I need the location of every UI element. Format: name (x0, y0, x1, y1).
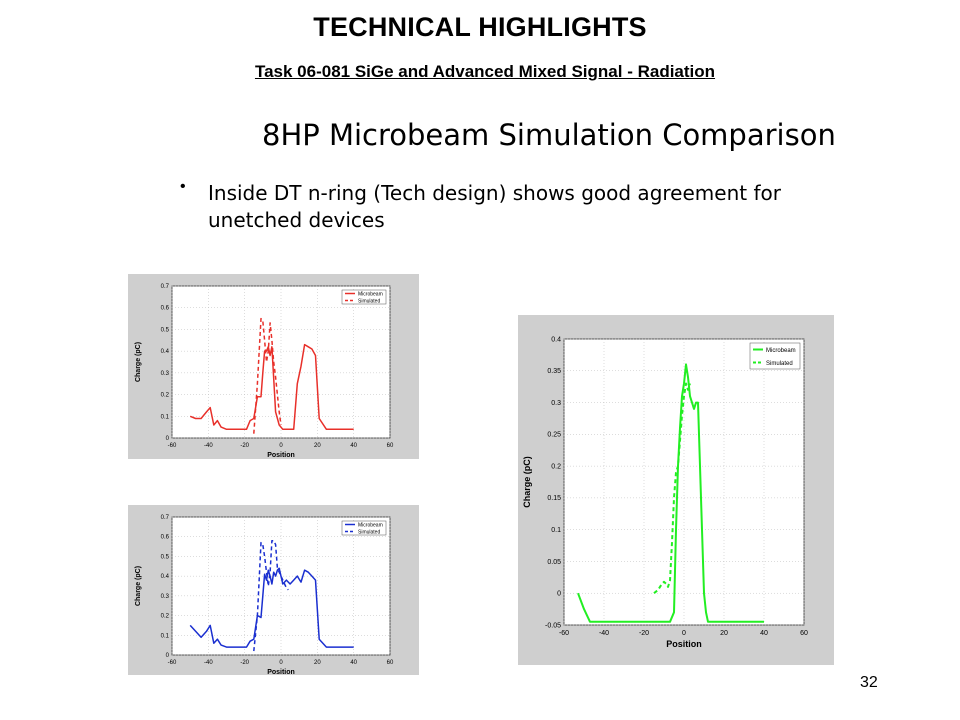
y-tick-label: 0.6 (161, 306, 170, 312)
x-tick-label: 60 (800, 630, 808, 637)
x-axis-label: Position (267, 452, 295, 459)
x-tick-label: 20 (314, 443, 321, 449)
x-tick-label: 0 (279, 660, 283, 666)
y-tick-label: 0.15 (547, 495, 561, 502)
x-tick-label: -60 (559, 630, 569, 637)
x-tick-label: 60 (387, 660, 394, 666)
y-tick-label: 0.3 (161, 594, 170, 600)
y-tick-label: 0.4 (161, 574, 170, 580)
y-tick-label: 0.2 (551, 463, 561, 470)
legend-label: Simulated (358, 299, 380, 305)
x-tick-label: -20 (240, 443, 249, 449)
y-axis-label: Charge (pC) (522, 456, 532, 508)
x-tick-label: -40 (204, 660, 213, 666)
x-tick-label: -20 (240, 660, 249, 666)
y-tick-label: 0 (166, 653, 170, 659)
x-tick-label: 20 (314, 660, 321, 666)
legend-label: Microbeam (358, 292, 383, 298)
x-axis-label: Position (666, 639, 702, 649)
legend-label: Microbeam (766, 348, 796, 354)
y-tick-label: 0.4 (161, 349, 170, 355)
chart-blue-microbeam: -60 -40 -20 0 20 40 60 0 0.1 0.2 0.3 0.4 0.5 0.6 0.7 Po… (135, 515, 394, 676)
bullet-text: Inside DT n-ring (Tech design) shows goo… (208, 181, 781, 232)
series-line-microbeam (577, 363, 764, 623)
legend-label: Simulated (766, 361, 793, 367)
x-axis-label: Position (267, 669, 295, 675)
x-tick-label: 40 (760, 630, 768, 637)
y-tick-label: 0.3 (161, 371, 170, 377)
legend-box (749, 342, 801, 370)
y-tick-label: 0.4 (551, 336, 561, 343)
legend-label: Microbeam (358, 523, 383, 529)
x-tick-label: 20 (720, 630, 728, 637)
series-line-simulated (253, 317, 282, 434)
y-tick-label: -0.05 (545, 622, 561, 629)
y-tick-label: 0.1 (551, 527, 561, 534)
header-title: TECHNICAL HIGHLIGHTS (313, 12, 647, 42)
y-tick-label: 0.1 (161, 414, 170, 420)
y-tick-label: 0.7 (161, 284, 170, 290)
x-tick-label: 40 (350, 660, 357, 666)
x-tick-label: -20 (639, 630, 649, 637)
x-tick-label: -40 (599, 630, 609, 637)
x-tick-label: -60 (168, 660, 177, 666)
series-line-simulated (653, 382, 691, 594)
y-tick-label: 0.35 (547, 368, 561, 375)
y-tick-label: 0.3 (551, 400, 561, 407)
x-tick-label: -60 (168, 443, 177, 449)
legend-label: Simulated (358, 530, 380, 536)
y-tick-label: 0.5 (161, 327, 170, 333)
x-tick-label: 0 (279, 443, 283, 449)
x-tick-label: 40 (350, 443, 357, 449)
series-line-simulated (253, 539, 289, 652)
series-line-microbeam (189, 343, 354, 431)
y-tick-label: 0.6 (161, 535, 170, 541)
chart-green-microbeam: -60 -40 -20 0 20 40 60 -0.05 0 0.05 0.1 0.15 0.2 0.25… (522, 336, 808, 649)
chart-panel-blue: -60 -40 -20 0 20 40 60 0 0.1 0.2 0.3 0.4 0.5 0.6 0.7 Po… (128, 505, 419, 676)
y-tick-label: 0.7 (161, 515, 170, 521)
chart-red-microbeam: -60 -40 -20 0 20 40 60 0 0.1 0.2 0.3 0.4 0.5 0.6 0.7 Po… (135, 284, 394, 459)
x-tick-label: 60 (387, 443, 394, 449)
y-tick-label: 0.5 (161, 554, 170, 560)
slide-heading: 8HP Microbeam Simulation Comparison (262, 118, 836, 152)
x-tick-label: -40 (204, 443, 213, 449)
x-tick-label: 0 (682, 630, 686, 637)
chart-panel-green: -60 -40 -20 0 20 40 60 -0.05 0 0.05 0.1 0.15 0.2 0.25… (518, 315, 834, 665)
y-tick-label: 0.05 (547, 559, 561, 566)
series-line-microbeam (189, 567, 354, 648)
y-tick-label: 0.1 (161, 633, 170, 639)
y-axis-label: Charge (pC) (135, 342, 142, 382)
header-subtitle: Task 06-081 SiGe and Advanced Mixed Sign… (0, 62, 960, 82)
bullet-marker: • (180, 178, 186, 195)
chart-panel-red: -60 -40 -20 0 20 40 60 0 0.1 0.2 0.3 0.4 0.5 0.6 0.7 Po… (128, 274, 419, 459)
y-tick-label: 0 (166, 436, 170, 442)
subtitle-text: Task 06-081 SiGe and Advanced Mixed Sign… (254, 62, 716, 81)
y-tick-label: 0.2 (161, 614, 170, 620)
y-axis-label: Charge (pC) (135, 566, 142, 606)
y-tick-label: 0.25 (547, 432, 561, 439)
y-tick-label: 0.2 (161, 393, 170, 399)
page-number: 32 (860, 674, 878, 691)
y-tick-label: 0 (557, 591, 561, 598)
